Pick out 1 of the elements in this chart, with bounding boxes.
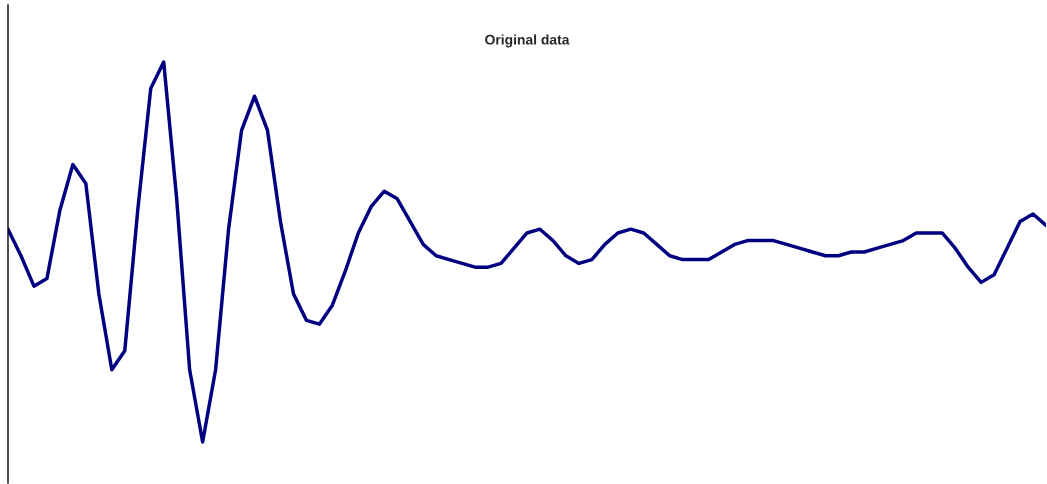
chart-title: Original data bbox=[485, 34, 570, 48]
